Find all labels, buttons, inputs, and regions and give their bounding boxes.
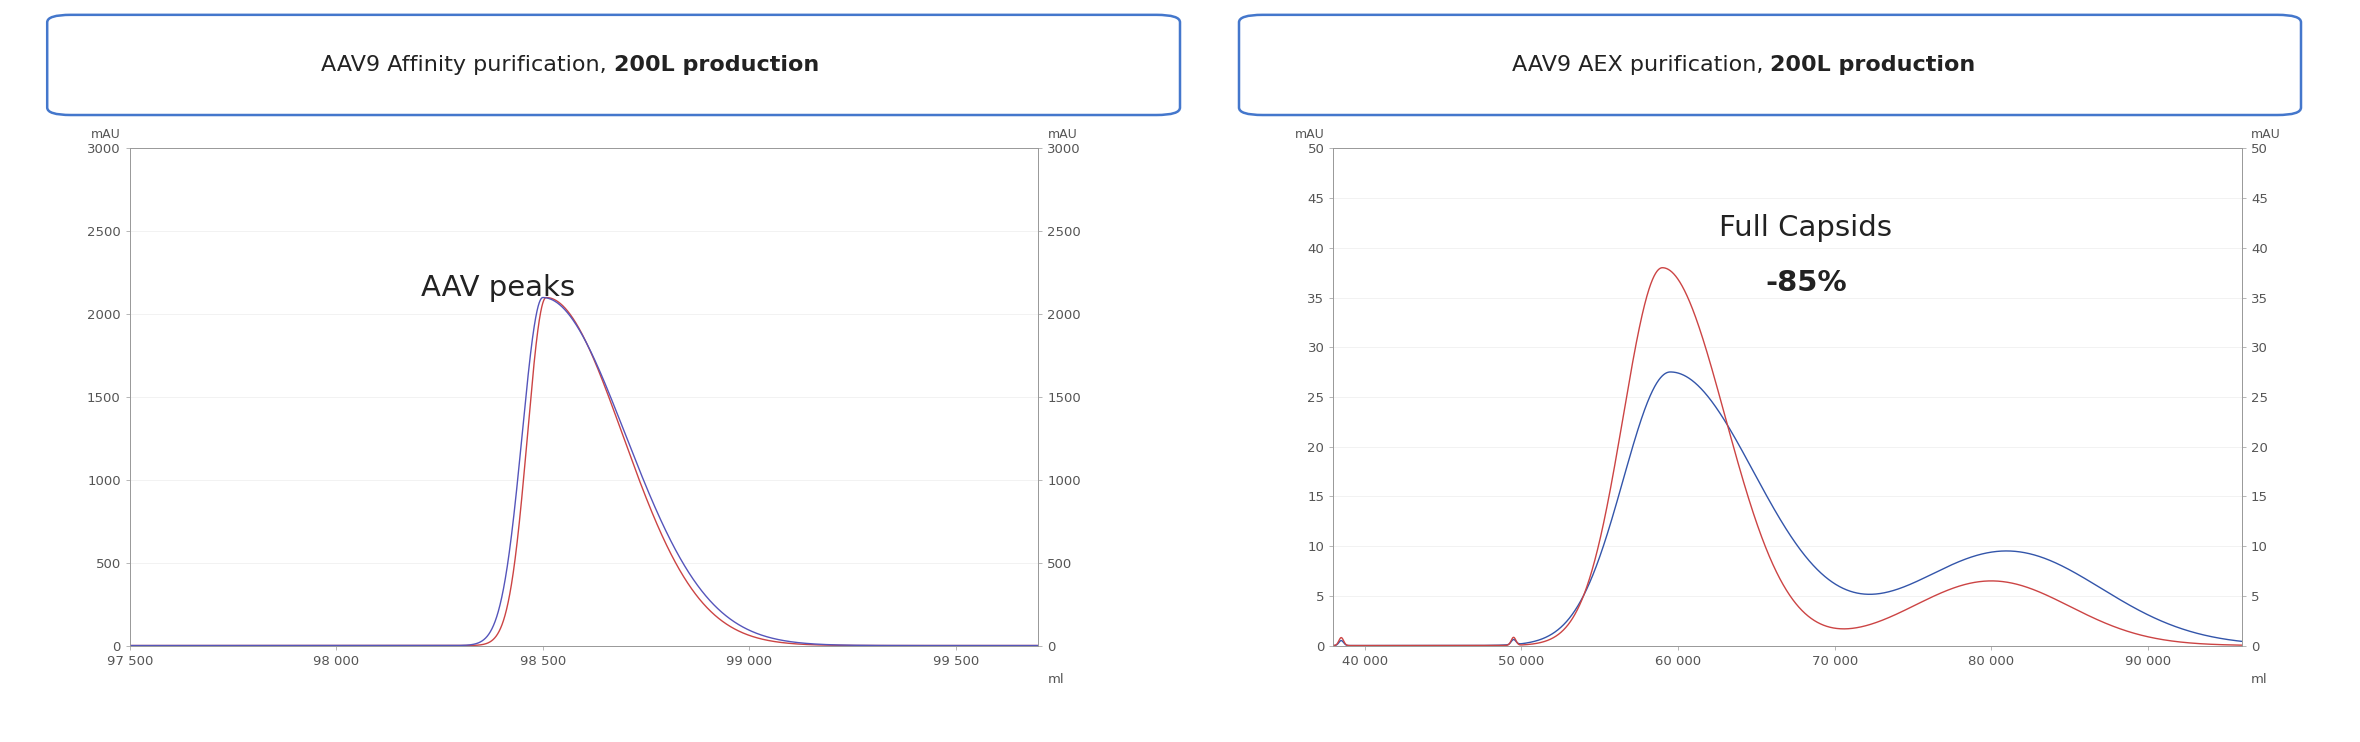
Text: mAU: mAU [1048, 128, 1076, 141]
Text: ml: ml [2251, 673, 2268, 686]
Text: 200L production: 200L production [614, 55, 819, 75]
Text: Full Capsids: Full Capsids [1720, 214, 1893, 242]
Text: AAV peaks: AAV peaks [420, 274, 576, 301]
Text: mAU: mAU [2251, 128, 2280, 141]
Text: 200L production: 200L production [1770, 55, 1975, 75]
Text: mAU: mAU [92, 128, 120, 141]
Text: ml: ml [1048, 673, 1064, 686]
Text: -85%: -85% [1765, 269, 1846, 297]
Text: AAV9 AEX purification,: AAV9 AEX purification, [1510, 55, 1770, 75]
Text: AAV9 Affinity purification,: AAV9 Affinity purification, [321, 55, 614, 75]
Text: mAU: mAU [1296, 128, 1324, 141]
